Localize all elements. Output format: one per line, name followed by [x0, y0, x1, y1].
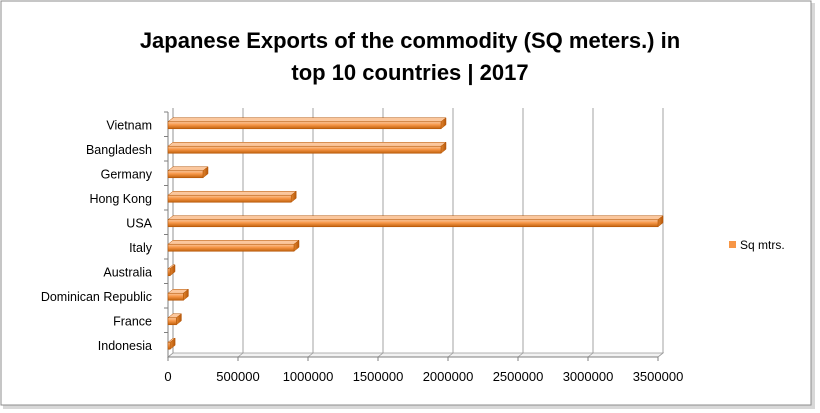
gridline-floor — [167, 352, 174, 358]
legend-swatch — [729, 241, 736, 248]
bar-top — [167, 166, 209, 171]
bar — [167, 341, 171, 350]
y-tick-label: Indonesia — [98, 339, 152, 353]
y-tick-label: Vietnam — [106, 118, 152, 132]
bar — [167, 170, 204, 179]
gridline-floor — [447, 352, 454, 358]
plot-area: 0 500000 1000000 1500000 2000000 2500000 30000… — [41, 108, 683, 384]
y-tick-label: Italy — [129, 241, 153, 255]
bar — [167, 219, 659, 228]
bar-top — [167, 191, 297, 196]
y-tick-label: Dominican Republic — [41, 290, 152, 304]
bar — [167, 121, 442, 130]
bar-top — [167, 117, 447, 122]
bar-top — [167, 240, 300, 245]
y-tick-label: USA — [126, 216, 152, 230]
y-tick-label: France — [113, 314, 152, 328]
x-tick-label: 0 — [164, 369, 171, 384]
bar — [167, 292, 184, 301]
chart-title-line-1: Japanese Exports of the commodity (SQ me… — [140, 28, 680, 53]
x-tick-label: 1000000 — [283, 369, 334, 384]
x-tick-label: 500000 — [216, 369, 259, 384]
bar-top — [167, 142, 447, 147]
y-tick-label: Bangladesh — [86, 143, 152, 157]
chart-border — [0, 0, 812, 406]
gridline-floor — [517, 352, 524, 358]
y-tick-label: Germany — [101, 167, 153, 181]
gridline-floor — [307, 352, 314, 358]
bar — [167, 243, 295, 252]
x-tick-label: 1500000 — [353, 369, 404, 384]
bar — [167, 194, 292, 203]
gridline-floor — [237, 352, 244, 358]
gridline-floor — [377, 352, 384, 358]
y-tick-label: Australia — [103, 265, 152, 279]
x-tick-label: 2500000 — [493, 369, 544, 384]
gridline-floor — [587, 352, 594, 358]
legend-label: Sq mtrs. — [740, 238, 785, 252]
chart-title-line-2: top 10 countries | 2017 — [291, 60, 528, 85]
legend: Sq mtrs. — [729, 238, 785, 252]
x-tick-label: 3500000 — [633, 369, 684, 384]
x-tick-label: 2000000 — [423, 369, 474, 384]
bar — [167, 145, 442, 154]
bar-top — [167, 215, 664, 220]
bar — [167, 268, 171, 277]
y-tick-label: Hong Kong — [89, 192, 152, 206]
gridline-floor — [657, 352, 664, 358]
bar — [167, 317, 177, 326]
x-tick-label: 3000000 — [563, 369, 614, 384]
